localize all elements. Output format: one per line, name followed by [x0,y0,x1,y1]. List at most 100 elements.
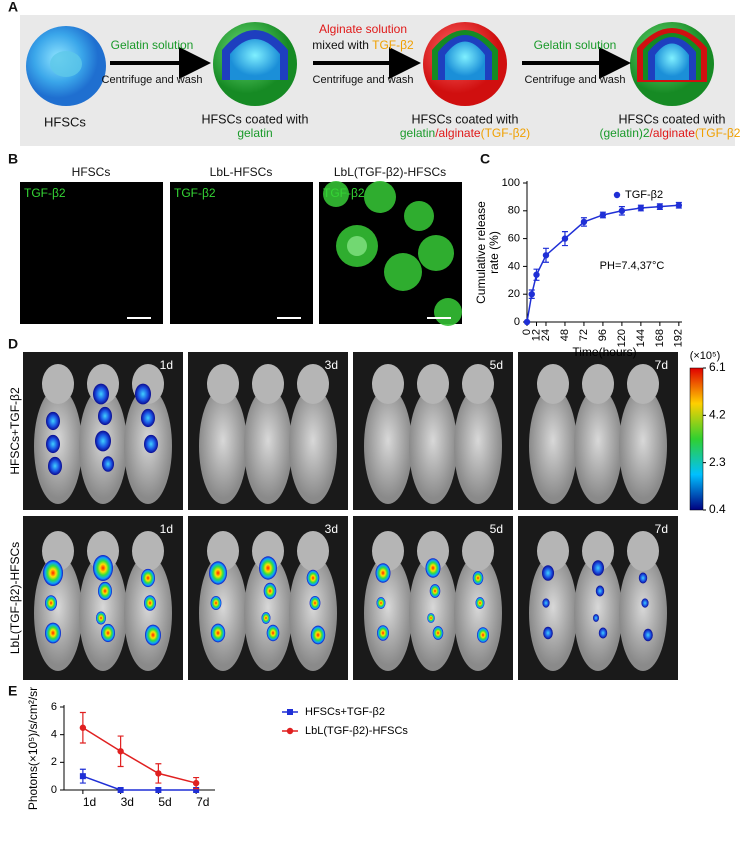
mouse-head [297,531,329,571]
reagent-text-part: Alginate solution [319,22,407,36]
coating-text-part: (TGF-β2) [695,126,740,140]
signal [598,627,608,639]
mouse-head [207,364,239,404]
signal [425,558,441,578]
mouse-body [529,388,577,504]
series-line [82,727,197,784]
panel-label: B [8,151,18,167]
signal [93,383,109,405]
marker [523,318,531,326]
reagent-text: Gelatin solution [111,38,194,52]
signal [93,555,113,581]
signal [46,434,60,454]
stain-label: TGF-β2 [174,186,216,200]
day-label: 3d [325,522,338,536]
legend-label: LbL(TGF-β2)-HFSCs [305,725,408,737]
coating-text: (gelatin)2/alginate(TGF-β2) [600,126,740,140]
signal [98,581,112,601]
coating-text-part: gelatin [400,126,435,140]
marker [656,203,664,210]
marker [542,252,550,259]
mouse-head [132,531,164,571]
coating-text-part: /alginate [435,126,481,140]
mouse-body [619,555,667,671]
x-tick-label: 144 [635,329,647,347]
signal [543,626,553,640]
action-text: Centrifuge and wash [313,74,414,86]
y-tick-label: 80 [508,205,520,217]
signal [643,628,653,642]
y-axis-label: Photons(×10⁵)/s/cm²/sr [26,687,40,810]
signal [542,598,550,608]
legend-label: TGF-β2 [625,189,663,201]
coating-text-part: /alginate [650,126,696,140]
mouse-head [627,364,659,404]
x-tick-label: 1d [83,795,96,809]
x-tick-label: 192 [673,329,685,347]
signal [45,595,57,611]
colorbar-label: 2.3 [709,455,726,469]
y-tick-label: 40 [508,260,520,272]
mouse-head [207,531,239,571]
panel-label: A [8,0,18,15]
signal [102,456,114,472]
marker [533,271,540,278]
mouse-body [289,555,337,671]
mouse-head [462,364,494,404]
mouse-head [582,531,614,571]
mouse-body [574,555,622,671]
legend-marker [287,709,293,715]
signal [263,582,277,600]
x-tick-label: 5d [158,795,171,809]
signal [472,571,484,585]
row-label: LbL(TGF-β2)-HFSCs [8,542,22,654]
result-text: HFSCs coated with [202,112,309,126]
image-title: HFSCs [72,165,111,179]
mouse-body [34,555,82,671]
marker [117,787,124,793]
y-axis-label: Cumulative release [474,201,488,304]
mouse-head [627,531,659,571]
mouse-body [529,555,577,671]
scheme-background [20,15,735,146]
mouse-body [454,555,502,671]
signal [427,613,435,623]
signal [376,597,386,609]
marker [599,211,607,219]
imaging-panel [23,352,678,680]
image-title: LbL(TGF-β2)-HFSCs [334,165,446,179]
signal [592,560,604,576]
signal [95,430,111,452]
colorbar-label: 0.4 [709,502,726,516]
x-tick-label: 48 [559,329,571,341]
signal [593,614,599,622]
signal [595,585,605,597]
result-text: HFSCs coated with [619,112,726,126]
mouse-body [124,555,172,671]
reagent-text-part: TGF-β2 [372,38,414,52]
coating-text: gelatin/alginate(TGF-β2) [400,126,530,140]
signal [310,625,326,645]
mouse-body [199,555,247,671]
signal [259,556,277,580]
y-tick-label: 100 [502,177,520,189]
mouse-body [454,388,502,504]
marker [79,724,87,731]
mouse-head [252,531,284,571]
panel-label: E [8,683,17,699]
signal [432,626,444,640]
marker [561,235,569,242]
x-tick-label: 0 [521,329,533,335]
signal [141,408,155,428]
signal [210,595,222,611]
x-tick-label: 7d [196,795,209,809]
legend-marker [286,727,294,735]
day-label: 5d [490,522,503,536]
day-label: 7d [655,358,668,372]
day-label: 1d [160,358,173,372]
panel-label: D [8,336,18,352]
signal [475,597,485,609]
mouse-head [417,531,449,571]
stain-label: TGF-β2 [24,186,66,200]
reagent-text-part: Gelatin solution [111,38,194,52]
